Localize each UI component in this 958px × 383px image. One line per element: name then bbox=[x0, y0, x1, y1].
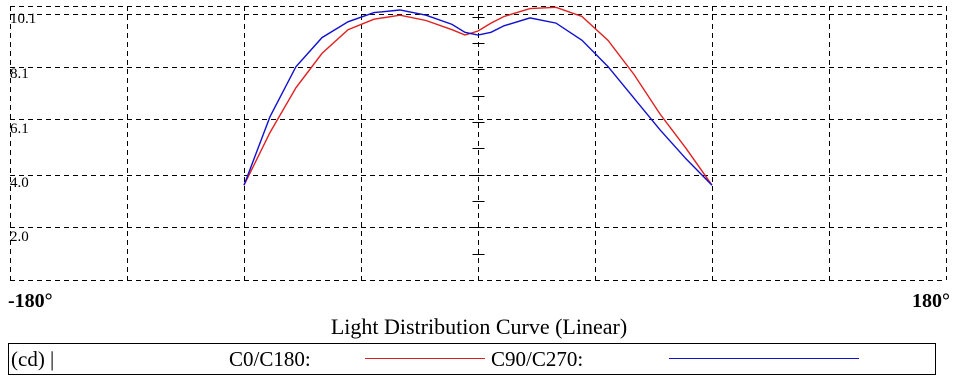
x-tick-label-left: -180° bbox=[8, 290, 53, 312]
legend: (cd) | C0/C180: C90/C270: bbox=[8, 343, 936, 375]
legend-swatch-c0 bbox=[365, 358, 485, 359]
series-line-c0-c180 bbox=[243, 6, 713, 186]
legend-swatch-c90 bbox=[669, 358, 859, 359]
series-line-c90-c270 bbox=[243, 9, 713, 186]
legend-label-c90: C90/C270: bbox=[491, 347, 584, 371]
y-tick-label: 8.1 bbox=[10, 66, 29, 82]
y-tick-label: 2.0 bbox=[10, 229, 29, 245]
x-tick-label-right: 180° bbox=[912, 290, 950, 312]
y-tick-label: 10.1 bbox=[10, 11, 37, 27]
chart-title: Light Distribution Curve (Linear) bbox=[330, 314, 628, 339]
legend-unit: (cd) | bbox=[11, 347, 55, 371]
legend-label-c0: C0/C180: bbox=[229, 347, 311, 371]
y-tick-label: 4.0 bbox=[10, 175, 29, 191]
y-tick-label: 6.1 bbox=[10, 121, 29, 137]
plot-area bbox=[10, 6, 947, 281]
